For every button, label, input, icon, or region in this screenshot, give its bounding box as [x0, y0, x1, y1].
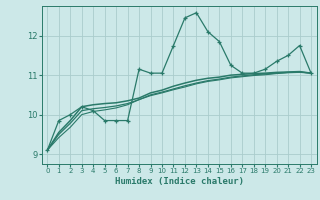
X-axis label: Humidex (Indice chaleur): Humidex (Indice chaleur): [115, 177, 244, 186]
